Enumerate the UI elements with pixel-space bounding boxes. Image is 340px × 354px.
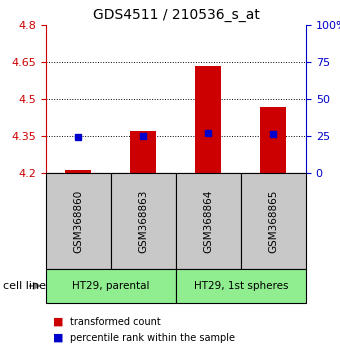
- Bar: [195, 66, 221, 173]
- Text: HT29, 1st spheres: HT29, 1st spheres: [194, 281, 288, 291]
- Bar: [176, 173, 241, 269]
- Text: transformed count: transformed count: [70, 317, 160, 327]
- Text: GSM368863: GSM368863: [138, 189, 149, 253]
- Bar: [176, 269, 306, 303]
- Text: percentile rank within the sample: percentile rank within the sample: [70, 333, 235, 343]
- Text: HT29, parental: HT29, parental: [72, 281, 150, 291]
- Bar: [65, 171, 91, 173]
- Text: cell line: cell line: [3, 281, 46, 291]
- Bar: [111, 173, 176, 269]
- Text: GSM368865: GSM368865: [269, 189, 278, 253]
- Text: GSM368860: GSM368860: [73, 190, 83, 253]
- Bar: [46, 269, 176, 303]
- Text: ■: ■: [53, 317, 63, 327]
- Text: ■: ■: [53, 333, 63, 343]
- Bar: [241, 173, 306, 269]
- Bar: [46, 173, 111, 269]
- Bar: [131, 131, 156, 173]
- Title: GDS4511 / 210536_s_at: GDS4511 / 210536_s_at: [92, 8, 259, 22]
- Text: GSM368864: GSM368864: [203, 189, 214, 253]
- Bar: [260, 107, 287, 173]
